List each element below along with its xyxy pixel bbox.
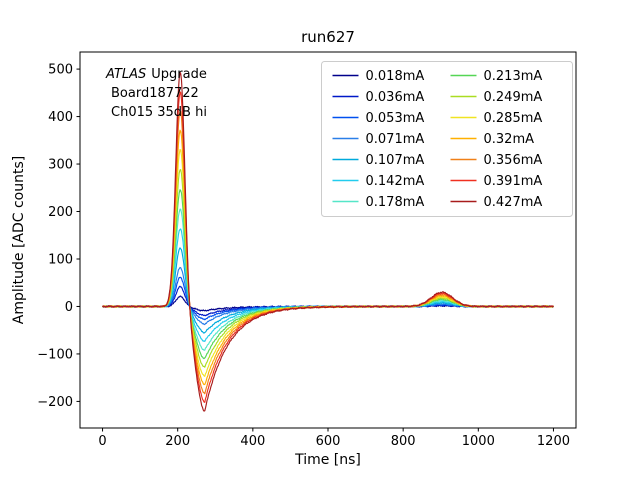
annotation-text: ATLAS Upgrade Board187722 Ch015 35dB hi: [105, 67, 211, 120]
y-tick-label: 400: [48, 110, 73, 125]
x-tick-label: 0: [98, 434, 106, 449]
x-tick-label: 600: [316, 434, 341, 449]
x-tick-label: 400: [240, 434, 265, 449]
y-axis-label: Amplitude [ADC counts]: [11, 156, 27, 325]
legend-label-0.356mA: 0.356mA: [484, 153, 543, 168]
y-tick-label: −200: [37, 395, 73, 410]
y-tick-label: 0: [65, 300, 73, 315]
y-tick-label: 100: [48, 252, 73, 267]
annotation-atlas: ATLAS: [105, 67, 146, 82]
legend-label-0.285mA: 0.285mA: [484, 111, 543, 126]
legend-label-0.107mA: 0.107mA: [366, 153, 425, 168]
legend-label-0.053mA: 0.053mA: [366, 111, 425, 126]
x-tick-label: 1200: [537, 434, 570, 449]
x-axis-label: Time [ns]: [294, 452, 361, 468]
x-tick-label: 1000: [462, 434, 495, 449]
chart-title: run627: [301, 28, 355, 46]
annotation-board: Board187722: [111, 86, 199, 101]
legend-box: [321, 61, 573, 217]
series-lines: [102, 71, 554, 412]
legend-label-0.071mA: 0.071mA: [366, 132, 425, 147]
legend: 0.018mA 0.036mA 0.053mA 0.071mA 0.107mA 0.142…: [321, 61, 573, 217]
y-tick-label: 300: [48, 158, 73, 173]
legend-label-0.018mA: 0.018mA: [366, 69, 425, 84]
legend-label-0.036mA: 0.036mA: [366, 90, 425, 105]
y-tick-label: 200: [48, 205, 73, 220]
legend-label-0.391mA: 0.391mA: [484, 174, 543, 189]
y-tick-label: −100: [37, 347, 73, 362]
legend-label-0.178mA: 0.178mA: [366, 195, 425, 210]
legend-label-0.427mA: 0.427mA: [484, 195, 543, 210]
x-tick-label: 800: [391, 434, 416, 449]
legend-label-0.142mA: 0.142mA: [366, 174, 425, 189]
x-tick-label: 200: [165, 434, 190, 449]
legend-label-0.32mA: 0.32mA: [484, 132, 535, 147]
series-line-0.427mA: [102, 71, 554, 412]
legend-label-0.213mA: 0.213mA: [484, 69, 543, 84]
annotation-channel: Ch015 35dB hi: [111, 105, 207, 120]
series-line-0.178mA: [102, 208, 554, 351]
axis-ticks: 0 200 400 600 800 1000 1200 −200 −100 0 100 200 300 4…: [37, 63, 570, 449]
y-tick-label: 500: [48, 63, 73, 78]
legend-label-0.249mA: 0.249mA: [484, 90, 543, 105]
annotation-upgrade: Upgrade: [151, 67, 207, 82]
